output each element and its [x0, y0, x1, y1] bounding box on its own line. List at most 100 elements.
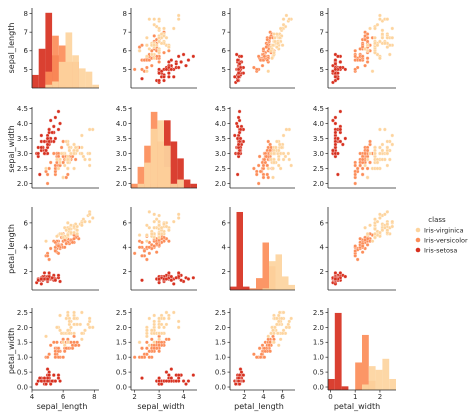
point-iris-versicolor-0-3-4	[365, 39, 370, 44]
point-iris-setosa-1-2-16	[235, 124, 240, 129]
point-iris-setosa-3-1-14	[181, 379, 186, 383]
point-iris-setosa-3-0-14	[58, 379, 62, 383]
point-iris-setosa-1-0-39	[47, 139, 51, 144]
ytick-label-2-2: 2	[24, 268, 28, 276]
point-iris-virginica-3-2-31	[284, 325, 289, 330]
point-iris-virginica-3-2-17	[287, 319, 292, 324]
hist-bar-iris-setosa-sepal_length-2	[45, 12, 53, 88]
point-iris-virginica-3-1-34	[147, 343, 152, 348]
ytick-label-1-1-2-5: 2.5	[116, 165, 127, 173]
point-iris-setosa-1-3-44	[338, 127, 343, 132]
point-iris-versicolor-0-3-29	[353, 54, 358, 59]
point-iris-virginica-0-2-29	[278, 26, 283, 31]
point-iris-virginica-0-2-44	[277, 35, 282, 40]
point-iris-setosa-3-1-43	[169, 367, 174, 371]
point-iris-versicolor-3-2-49	[262, 346, 267, 351]
point-iris-versicolor-3-1-45	[157, 349, 161, 354]
point-iris-versicolor-0-3-12	[353, 48, 358, 53]
point-iris-setosa-3-0-47	[39, 379, 44, 383]
point-iris-setosa-1-2-45	[236, 151, 241, 156]
point-iris-virginica-1-3-29	[368, 151, 372, 156]
point-iris-versicolor-1-2-47	[264, 154, 269, 159]
point-iris-virginica-2-0-47	[69, 230, 73, 235]
point-iris-versicolor-1-2-12	[261, 175, 266, 180]
point-iris-virginica-3-1-45	[157, 316, 161, 321]
xtick-label-3-2: 2	[378, 393, 382, 401]
point-iris-setosa-1-0-14	[58, 121, 62, 126]
point-iris-virginica-3-2-18	[289, 316, 294, 321]
point-iris-virginica-2-1-49	[157, 232, 161, 236]
xtick-label-0-4: 4	[30, 393, 35, 401]
point-iris-setosa-0-3-13	[331, 80, 335, 85]
point-iris-versicolor-2-3-31	[353, 249, 358, 253]
point-iris-virginica-3-0-30	[83, 328, 87, 333]
point-iris-virginica-3-2-32	[276, 319, 281, 324]
point-iris-versicolor-3-0-16	[55, 340, 59, 345]
panel-1-3: 2.0 2.5 3.0 3.5 4.0 4.5	[313, 105, 396, 189]
point-iris-virginica-0-3-42	[375, 52, 380, 57]
ytick-label-1-3-2-5: 2.5	[313, 165, 324, 173]
point-iris-virginica-2-0-46	[65, 233, 70, 237]
point-iris-virginica-2-1-44	[164, 224, 169, 229]
point-iris-versicolor-1-3-45	[358, 151, 362, 156]
point-iris-virginica-3-0-39	[75, 322, 80, 327]
point-iris-virginica-1-2-30	[281, 157, 286, 162]
point-iris-setosa-1-0-31	[51, 139, 56, 144]
point-iris-versicolor-2-3-14	[360, 250, 365, 255]
ytick-label-3-3-2-5: 2.5	[313, 309, 324, 317]
ytick-label-0-6: 6	[24, 47, 29, 55]
point-iris-setosa-0-1-33	[186, 58, 191, 62]
hist-bar-iris-virginica-sepal_length-3	[52, 81, 59, 88]
hist-bar-iris-setosa-sepal_width-9	[190, 183, 197, 188]
point-iris-versicolor-3-1-37	[140, 346, 144, 351]
point-iris-versicolor-0-1-34	[157, 60, 161, 64]
point-iris-virginica-2-3-18	[385, 210, 390, 214]
point-iris-versicolor-1-3-42	[358, 163, 362, 168]
point-iris-setosa-1-3-48	[333, 130, 338, 135]
ylabel-row-3: petal_width	[7, 328, 16, 374]
hist-bar-iris-setosa-sepal_width-7	[177, 158, 184, 188]
ytick-label-2-2-2: 2	[222, 268, 226, 276]
point-iris-versicolor-1-2-35	[266, 139, 271, 144]
hist-bar-iris-versicolor-petal_length-4	[256, 278, 263, 290]
point-iris-virginica-2-0-21	[55, 234, 59, 239]
point-iris-virginica-1-0-9	[80, 133, 84, 138]
ytick-label-0-1-6: 6	[123, 47, 128, 55]
ytick-label-2-3-2: 2	[320, 268, 324, 276]
point-iris-setosa-2-1-43	[169, 274, 174, 279]
ytick-label-0-1-8: 8	[123, 10, 127, 18]
hist-bar-iris-virginica-petal_width-5	[362, 384, 369, 390]
ytick-label-0-3-5: 5	[320, 66, 324, 74]
point-iris-versicolor-1-2-14	[257, 154, 262, 159]
point-iris-virginica-2-0-22	[87, 212, 92, 217]
point-iris-versicolor-3-0-26	[73, 343, 78, 348]
point-iris-virginica-1-0-25	[80, 145, 84, 150]
point-iris-setosa-0-1-39	[167, 65, 171, 70]
point-iris-virginica-2-0-49	[59, 232, 64, 236]
ytick-label-2-6: 6	[24, 219, 29, 227]
point-iris-virginica-0-3-32	[383, 41, 387, 46]
point-iris-versicolor-0-3-26	[363, 34, 367, 38]
point-iris-versicolor-0-2-43	[254, 67, 259, 72]
point-iris-virginica-1-3-24	[380, 142, 385, 147]
point-iris-virginica-1-0-42	[58, 160, 62, 165]
point-iris-setosa-1-3-37	[331, 148, 335, 153]
ytick-label-1-2-2-5: 2.5	[215, 165, 226, 173]
point-iris-virginica-2-1-5	[157, 213, 161, 218]
ytick-label-1-3-3-5: 3.5	[313, 135, 324, 143]
point-iris-versicolor-0-2-47	[264, 45, 269, 49]
point-iris-virginica-2-0-45	[72, 230, 76, 235]
panel-2-3: 2 4 6	[320, 207, 396, 291]
ytick-label-3-2-2-0: 2.0	[215, 324, 226, 332]
point-iris-virginica-3-2-33	[272, 340, 276, 345]
point-iris-virginica-1-3-32	[383, 157, 387, 162]
point-iris-setosa-0-1-37	[159, 69, 164, 74]
point-iris-setosa-3-1-31	[167, 373, 171, 377]
ytick-label-0-8: 8	[24, 10, 28, 18]
point-iris-virginica-1-0-33	[65, 157, 70, 162]
xtick-label-3-1: 1	[353, 393, 357, 401]
point-iris-setosa-0-3-37	[331, 69, 335, 74]
point-iris-setosa-1-0-22	[39, 133, 44, 138]
panel-2-1: 2 4 6	[123, 207, 197, 291]
point-iris-setosa-0-1-43	[169, 67, 174, 72]
